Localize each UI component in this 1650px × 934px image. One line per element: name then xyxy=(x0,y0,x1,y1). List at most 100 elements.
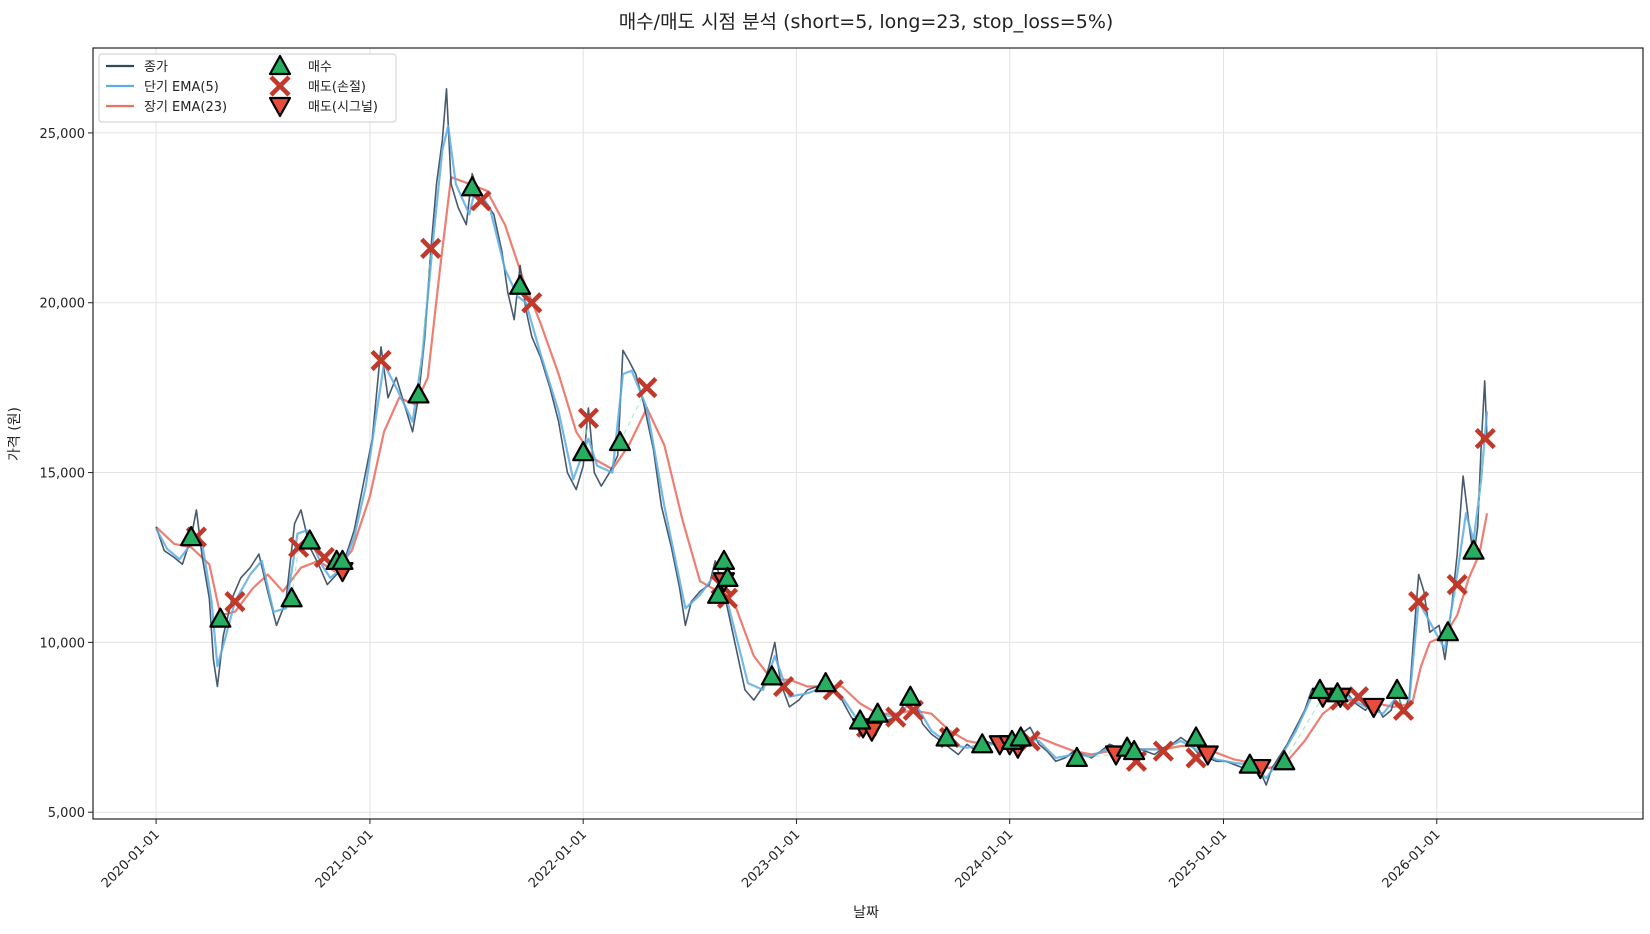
sell-stop-stroke xyxy=(1392,699,1415,721)
sell-stop-marker xyxy=(1408,591,1430,613)
legend-box xyxy=(98,53,397,123)
buy-marker xyxy=(180,525,203,547)
legend-item-ema-short: 단기 EMA(5) xyxy=(106,80,219,95)
buy-marker xyxy=(1308,678,1332,700)
sell-stop-stroke xyxy=(1446,574,1468,596)
legend-item-ema-long: 장기 EMA(23) xyxy=(106,100,227,115)
buy-marker xyxy=(814,672,837,693)
buy-marker xyxy=(971,733,994,754)
buy-marker xyxy=(331,549,354,570)
buy-marker xyxy=(1009,726,1032,747)
buy-marker xyxy=(1065,746,1088,767)
x-tick-label: 2025-01-01 xyxy=(1166,827,1230,891)
buy-marker xyxy=(608,430,632,452)
trade-link xyxy=(417,248,432,395)
buy-marker xyxy=(1123,739,1146,761)
sell-stop-marker xyxy=(1347,686,1370,708)
sell-stop-stroke xyxy=(269,75,291,97)
buy-marker xyxy=(1436,621,1459,642)
sell-signal-marker xyxy=(1196,745,1219,766)
sell-stop-stroke xyxy=(885,706,907,728)
buy-marker xyxy=(712,549,736,570)
legend-label: 종가 xyxy=(144,60,168,75)
buy-marker xyxy=(716,566,739,587)
buy-marker xyxy=(935,726,958,747)
sell-stop-stroke xyxy=(370,349,392,372)
x-tick-label: 2020-01-01 xyxy=(99,827,163,891)
buy-marker xyxy=(899,685,922,706)
legend-label: 매도(손절) xyxy=(308,80,366,95)
sell-stop-stroke xyxy=(1347,686,1370,708)
trade-link xyxy=(582,418,590,453)
legend-swatch xyxy=(269,75,291,97)
y-tick-label: 15,000 xyxy=(40,467,86,482)
buy-marker xyxy=(1238,753,1261,774)
sell-stop-marker xyxy=(1152,740,1174,762)
sell-stop-stroke xyxy=(636,377,658,399)
legend-label: 매도(시그널) xyxy=(308,100,378,115)
sell-stop-stroke xyxy=(420,237,442,259)
sell-stop-marker xyxy=(1474,428,1496,450)
x-tick-label: 2024-01-01 xyxy=(952,827,1016,891)
buy-marker xyxy=(209,607,232,628)
trade-link xyxy=(619,387,648,443)
axes: 5,000 10,000 15,000 20,000 25,000 2020-01-01 2… xyxy=(40,127,1444,891)
y-tick-label: 5,000 xyxy=(48,806,85,821)
buy-marker xyxy=(407,383,430,404)
grid xyxy=(93,48,1643,819)
legend-swatch xyxy=(268,54,292,76)
buy-marker xyxy=(1462,539,1485,560)
chart-title: 매수/매도 시점 분석 (short=5, long=23, stop_loss… xyxy=(619,11,1114,33)
buy-marker xyxy=(760,665,783,686)
sell-stop-marker xyxy=(636,377,658,399)
sell-stop-marker xyxy=(885,706,907,728)
trade-link xyxy=(1283,696,1324,762)
sell-signal-marker xyxy=(1362,697,1385,719)
x-tick-label: 2022-01-01 xyxy=(526,827,590,891)
x-axis-label: 날짜 xyxy=(853,905,879,921)
sell-stop-stroke xyxy=(772,675,795,698)
y-tick-label: 10,000 xyxy=(40,636,86,651)
sell-stop-marker xyxy=(370,349,392,372)
sell-stop-stroke xyxy=(716,587,739,609)
y-axis-label: 가격 (원) xyxy=(7,407,23,461)
legend-swatch xyxy=(268,96,292,118)
series-line-close xyxy=(155,88,1488,786)
buy-marker xyxy=(1273,750,1296,771)
trade-link xyxy=(1076,753,1117,759)
sell-stop-marker xyxy=(1392,699,1415,721)
buy-marker xyxy=(298,529,321,550)
x-tick-label: 2021-01-01 xyxy=(313,827,377,891)
sell-stop-stroke xyxy=(521,292,543,314)
plot-frame xyxy=(92,47,1644,820)
sell-stop-stroke xyxy=(1408,591,1430,613)
trade-markers xyxy=(180,176,1496,780)
buy-marker xyxy=(508,274,532,295)
x-tick-label: 2023-01-01 xyxy=(739,827,803,891)
legend-item-sell-stop: 매도(손절) xyxy=(269,75,366,97)
buy-marker xyxy=(1184,726,1208,747)
buy-marker xyxy=(707,583,730,604)
buy-marker xyxy=(1385,678,1409,700)
buy-marker xyxy=(461,176,484,197)
y-tick-label: 20,000 xyxy=(40,297,86,312)
sell-stop-stroke xyxy=(224,591,246,613)
trade-link xyxy=(1472,438,1486,551)
sell-stop-marker xyxy=(521,292,543,314)
legend-item-buy: 매수 xyxy=(268,54,332,76)
legend-label: 장기 EMA(23) xyxy=(144,100,227,115)
y-tick-label: 25,000 xyxy=(40,127,86,142)
buy-marker xyxy=(849,709,872,730)
sell-stop-stroke xyxy=(1474,428,1496,450)
sell-stop-marker xyxy=(1446,574,1468,596)
legend-label: 단기 EMA(5) xyxy=(144,80,219,95)
trade-link xyxy=(1447,584,1458,633)
sell-stop-marker xyxy=(577,407,600,429)
x-tick-label: 2026-01-01 xyxy=(1380,827,1444,891)
sell-stop-stroke xyxy=(470,190,492,212)
buy-marker xyxy=(280,587,303,608)
legend-label: 매수 xyxy=(308,60,332,75)
